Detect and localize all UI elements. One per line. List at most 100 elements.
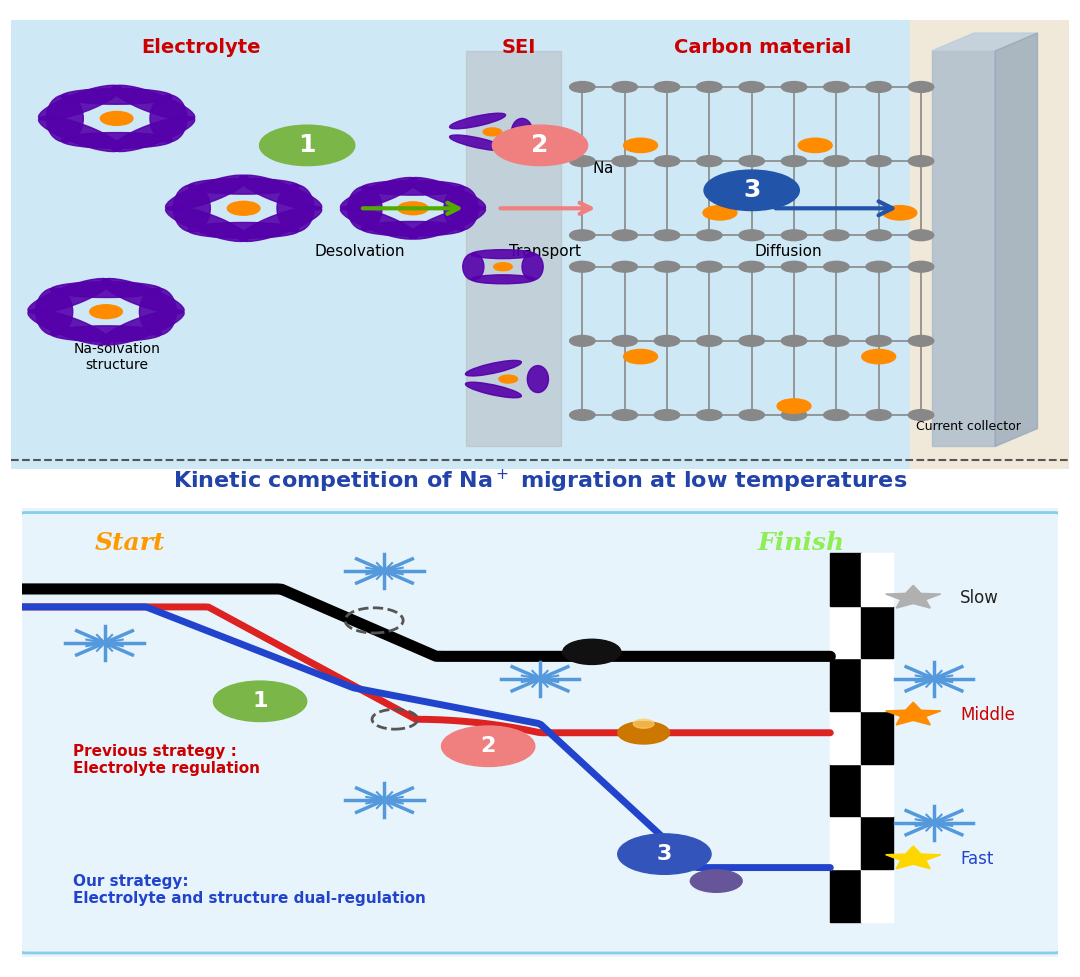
Bar	[831, 816, 862, 869]
Polygon shape	[886, 585, 941, 608]
Text: Transport: Transport	[510, 244, 581, 259]
Ellipse shape	[28, 310, 111, 345]
Ellipse shape	[139, 288, 176, 335]
Circle shape	[824, 335, 849, 346]
Circle shape	[612, 261, 637, 273]
Ellipse shape	[444, 187, 478, 231]
Text: Previous strategy :
Electrolyte regulation: Previous strategy : Electrolyte regulati…	[73, 743, 260, 776]
Circle shape	[908, 155, 934, 166]
Circle shape	[697, 335, 723, 346]
Text: Slow: Slow	[960, 589, 999, 607]
Ellipse shape	[188, 223, 299, 238]
Ellipse shape	[449, 113, 505, 129]
Text: Our strategy:
Electrolyte and structure dual-regulation: Our strategy: Electrolyte and structure …	[73, 873, 427, 907]
Text: Fast: Fast	[960, 850, 994, 868]
Circle shape	[90, 305, 122, 319]
Bar	[862, 553, 892, 606]
Circle shape	[259, 125, 354, 165]
Circle shape	[739, 81, 765, 93]
Ellipse shape	[471, 250, 535, 259]
Circle shape	[908, 335, 934, 346]
Ellipse shape	[173, 185, 211, 232]
Circle shape	[100, 111, 133, 125]
Ellipse shape	[522, 253, 543, 280]
Ellipse shape	[239, 175, 322, 210]
Text: Kinetic competition of Na$^+$ migration at low temperatures: Kinetic competition of Na$^+$ migration …	[173, 468, 907, 494]
Bar	[862, 711, 892, 764]
Text: Current collector: Current collector	[916, 420, 1021, 433]
Text: Electrolyte: Electrolyte	[141, 37, 261, 57]
Circle shape	[781, 409, 807, 420]
Circle shape	[866, 81, 891, 93]
Circle shape	[569, 261, 595, 273]
Text: 1: 1	[253, 692, 268, 711]
Circle shape	[654, 261, 679, 273]
Circle shape	[214, 681, 307, 721]
Circle shape	[654, 409, 679, 420]
Circle shape	[633, 719, 654, 728]
Circle shape	[824, 230, 849, 240]
Ellipse shape	[62, 89, 172, 105]
Circle shape	[228, 201, 260, 215]
Circle shape	[739, 335, 765, 346]
Circle shape	[781, 261, 807, 273]
Bar	[831, 711, 862, 764]
Circle shape	[824, 155, 849, 166]
Circle shape	[618, 721, 670, 744]
Text: Finish: Finish	[758, 531, 845, 555]
Ellipse shape	[46, 95, 83, 142]
Ellipse shape	[39, 85, 121, 120]
Circle shape	[883, 205, 917, 220]
Circle shape	[908, 230, 934, 240]
Circle shape	[654, 155, 679, 166]
Circle shape	[492, 125, 588, 165]
Ellipse shape	[408, 178, 486, 210]
Circle shape	[824, 261, 849, 273]
Ellipse shape	[188, 179, 299, 194]
Ellipse shape	[165, 206, 248, 241]
Circle shape	[563, 639, 621, 664]
Circle shape	[703, 205, 737, 220]
Circle shape	[739, 155, 765, 166]
Text: 3: 3	[657, 844, 672, 864]
Text: Middle: Middle	[960, 705, 1015, 724]
Circle shape	[612, 230, 637, 240]
Ellipse shape	[348, 187, 382, 231]
Ellipse shape	[465, 382, 522, 398]
Ellipse shape	[449, 135, 505, 150]
Circle shape	[654, 230, 679, 240]
Circle shape	[612, 335, 637, 346]
Circle shape	[862, 350, 895, 363]
Text: 2: 2	[531, 134, 549, 157]
Ellipse shape	[112, 85, 194, 120]
Circle shape	[781, 230, 807, 240]
Circle shape	[499, 375, 517, 383]
Circle shape	[442, 726, 535, 766]
Circle shape	[866, 155, 891, 166]
Circle shape	[623, 138, 658, 152]
Circle shape	[778, 399, 811, 413]
Bar	[831, 553, 862, 606]
Polygon shape	[995, 33, 1038, 446]
Circle shape	[612, 409, 637, 420]
Circle shape	[781, 155, 807, 166]
Circle shape	[866, 335, 891, 346]
Circle shape	[908, 261, 934, 273]
Ellipse shape	[102, 310, 185, 345]
Ellipse shape	[276, 185, 314, 232]
Circle shape	[697, 409, 723, 420]
Circle shape	[866, 261, 891, 273]
Text: Na$^+$: Na$^+$	[593, 159, 625, 177]
Bar	[831, 606, 862, 658]
Bar	[932, 51, 995, 446]
Circle shape	[908, 409, 934, 420]
Circle shape	[739, 230, 765, 240]
Ellipse shape	[28, 278, 111, 314]
Ellipse shape	[36, 288, 72, 335]
Ellipse shape	[512, 118, 532, 146]
Circle shape	[697, 261, 723, 273]
Circle shape	[654, 335, 679, 346]
Circle shape	[483, 128, 502, 136]
Ellipse shape	[239, 206, 322, 241]
Circle shape	[866, 230, 891, 240]
